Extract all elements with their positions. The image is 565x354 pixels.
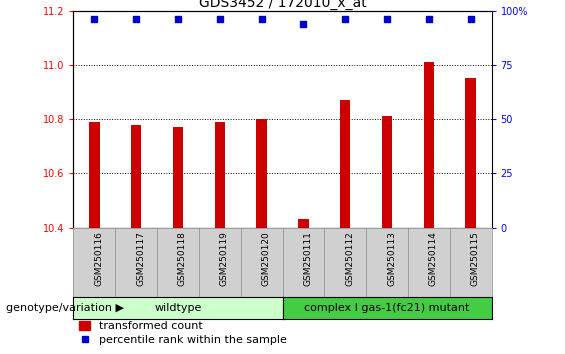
Bar — [466, 79, 476, 228]
Bar — [257, 119, 267, 228]
Text: GSM250117: GSM250117 — [136, 231, 145, 286]
Bar — [131, 125, 141, 228]
Text: GSM250115: GSM250115 — [471, 231, 480, 286]
Point — [299, 21, 308, 27]
Point — [173, 16, 182, 22]
Point — [341, 16, 350, 22]
Point — [132, 16, 141, 22]
Bar — [424, 62, 434, 228]
Bar — [340, 100, 350, 228]
Bar — [89, 122, 99, 228]
Text: GSM250112: GSM250112 — [345, 231, 354, 286]
Bar — [173, 127, 183, 228]
Text: genotype/variation ▶: genotype/variation ▶ — [6, 303, 124, 313]
Point — [466, 16, 475, 22]
Point — [383, 16, 392, 22]
Title: GDS3452 / 172010_x_at: GDS3452 / 172010_x_at — [199, 0, 366, 10]
Point — [424, 16, 433, 22]
Point — [215, 16, 224, 22]
Bar — [215, 122, 225, 228]
Bar — [298, 219, 308, 228]
Legend: transformed count, percentile rank within the sample: transformed count, percentile rank withi… — [79, 321, 287, 345]
Text: GSM250119: GSM250119 — [220, 231, 229, 286]
Text: GSM250118: GSM250118 — [178, 231, 187, 286]
Text: GSM250120: GSM250120 — [262, 231, 271, 286]
Point — [90, 16, 99, 22]
Bar — [382, 116, 392, 228]
Text: complex I gas-1(fc21) mutant: complex I gas-1(fc21) mutant — [305, 303, 470, 313]
Text: wildtype: wildtype — [154, 303, 202, 313]
Text: GSM250116: GSM250116 — [94, 231, 103, 286]
Text: GSM250113: GSM250113 — [387, 231, 396, 286]
Text: GSM250111: GSM250111 — [303, 231, 312, 286]
Point — [257, 16, 266, 22]
Text: GSM250114: GSM250114 — [429, 231, 438, 286]
